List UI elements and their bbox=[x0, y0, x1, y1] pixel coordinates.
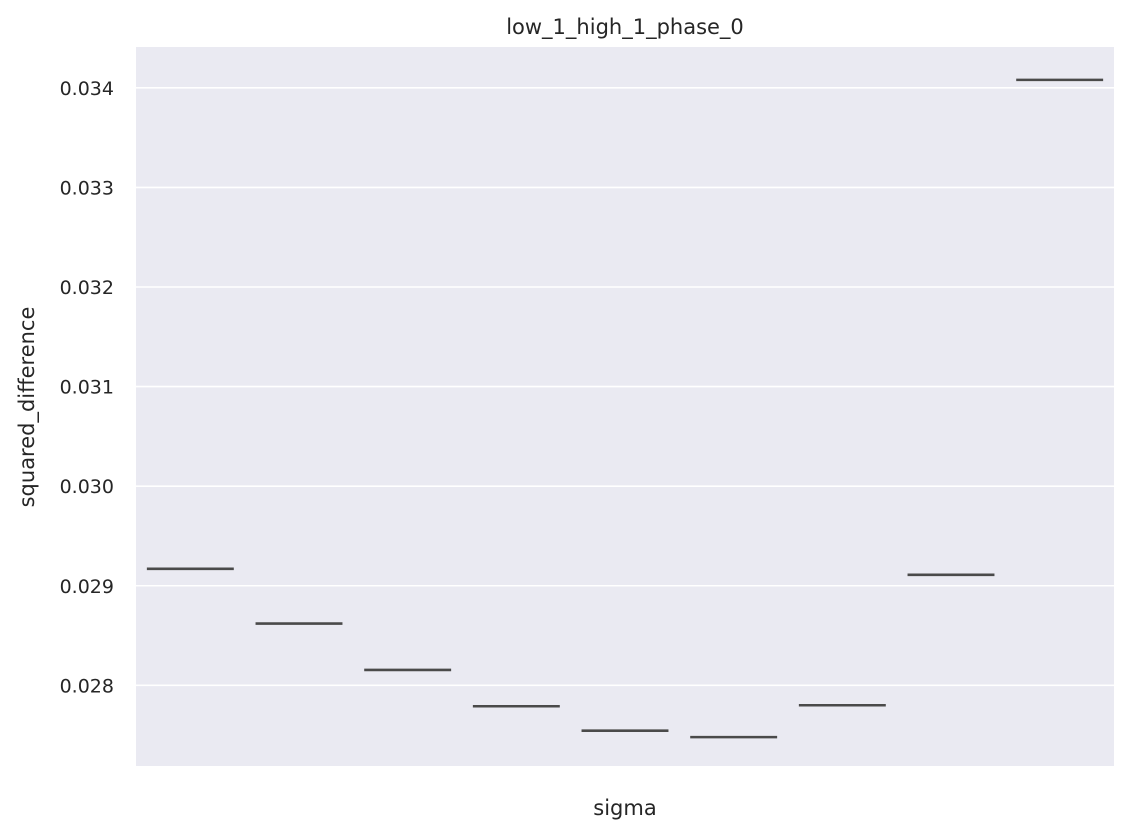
y-tick-label: 0.033 bbox=[60, 177, 114, 199]
grid-lines bbox=[136, 87, 1114, 687]
y-tick-label: 0.032 bbox=[60, 277, 114, 299]
y-tick-labels: 0.028 0.029 0.030 0.031 0.032 0.033 0.034 bbox=[60, 78, 114, 698]
y-tick-label: 0.029 bbox=[60, 576, 114, 598]
y-tick-label: 0.028 bbox=[60, 675, 114, 697]
boxes bbox=[146, 78, 1104, 739]
y-axis-label: squared_difference bbox=[15, 307, 40, 508]
x-axis-label: sigma bbox=[593, 796, 656, 820]
plot-background bbox=[136, 47, 1114, 766]
y-tick-label: 0.034 bbox=[60, 78, 114, 100]
chart-title: low_1_high_1_phase_0 bbox=[506, 15, 744, 40]
y-tick-label: 0.030 bbox=[60, 476, 114, 498]
y-tick-label: 0.031 bbox=[60, 377, 114, 399]
